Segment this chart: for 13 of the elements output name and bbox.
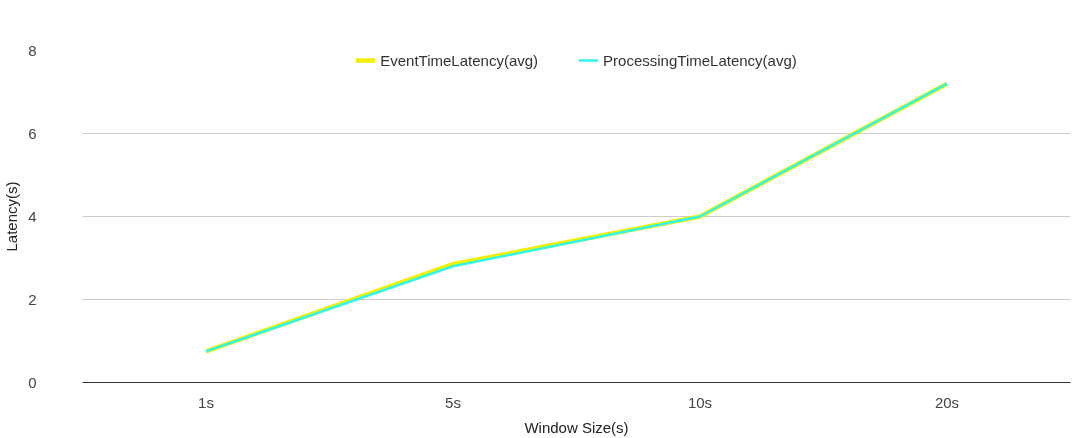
legend-label: EventTimeLatency(avg)	[380, 51, 539, 69]
x-axis-title: Window Size(s)	[524, 418, 629, 436]
y-tick-label: 0	[28, 373, 37, 391]
x-tick-label: 5s	[445, 393, 461, 411]
y-tick-label: 8	[28, 41, 37, 59]
y-tick-label: 6	[28, 124, 37, 142]
legend-label: ProcessingTimeLatency(avg)	[603, 51, 797, 69]
x-tick-label: 10s	[687, 393, 713, 411]
y-tick-label: 4	[28, 207, 37, 225]
x-tick-label: 20s	[934, 393, 960, 411]
y-axis-title: Latency(s)	[3, 181, 21, 252]
x-tick-label: 1s	[198, 393, 214, 411]
y-tick-label: 2	[28, 290, 37, 308]
